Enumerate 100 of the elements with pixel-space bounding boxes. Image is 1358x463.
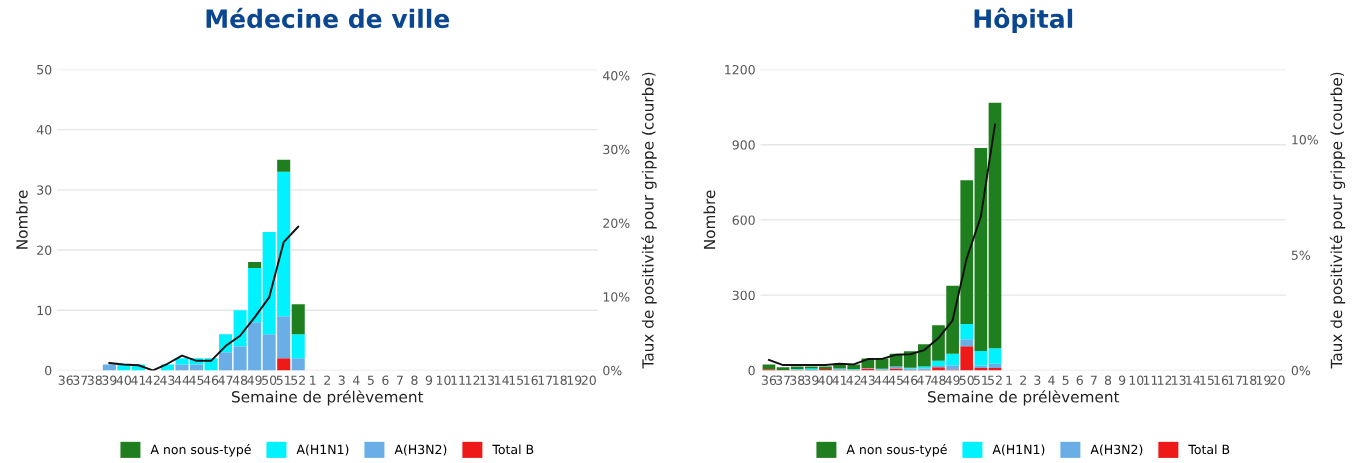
chart-title: Hôpital xyxy=(974,7,1073,33)
x-tick-label: 2 xyxy=(1020,375,1026,385)
y-axis-title: Nombre xyxy=(15,190,28,249)
x-tick-label: 3 xyxy=(1034,375,1041,385)
x-tick-label: 49 xyxy=(945,375,960,385)
y-tick-label: 20 xyxy=(37,245,52,255)
x-tick-label: 15 xyxy=(509,375,524,385)
x-tick-label: 43 xyxy=(860,375,875,385)
x-axis-title: Semaine de prélèvement xyxy=(927,390,1120,406)
y2-tick-label: 10% xyxy=(603,292,630,302)
x-tick-label: 17 xyxy=(538,375,553,385)
x-tick-label: 7 xyxy=(396,375,403,385)
x-tick-label: 5 xyxy=(367,375,374,385)
y-tick-label: 50 xyxy=(37,64,52,75)
y-tick-label: 0 xyxy=(748,365,755,376)
x-tick-label: 10 xyxy=(1129,375,1144,385)
y2-axis-title: Taux de positivité pour grippe (courbe) xyxy=(641,72,657,369)
x-tick-label: 7 xyxy=(1090,375,1097,385)
x-tick-label: 5 xyxy=(1062,375,1069,385)
y-tick-label: 0 xyxy=(45,365,52,376)
legend-label: A(H3N2) xyxy=(394,444,447,456)
legend-label: Total B xyxy=(492,444,534,455)
y-tick-label: 1200 xyxy=(725,64,755,75)
x-tick-label: 16 xyxy=(1214,375,1229,385)
chart-title: Médecine de ville xyxy=(206,7,450,29)
x-tick-label: 40 xyxy=(116,375,131,385)
legend-label: A(H1N1) xyxy=(992,444,1045,456)
y2-axis-title: Taux de positivité pour grippe (courbe) xyxy=(1329,72,1346,369)
y-tick-label: 30 xyxy=(37,185,52,195)
legend-label: Total B xyxy=(1188,444,1230,455)
x-tick-label: 48 xyxy=(232,375,248,385)
x-tick-label: 11 xyxy=(451,375,465,385)
x-tick-label: 9 xyxy=(425,375,433,385)
x-tick-label: 13 xyxy=(480,375,495,385)
x-tick-label: 4 xyxy=(352,375,360,385)
x-tick-label: 19 xyxy=(1256,375,1271,385)
x-tick-label: 43 xyxy=(160,375,175,385)
y2-tick-label: 0% xyxy=(603,365,622,376)
y-tick-label: 10 xyxy=(37,305,52,316)
x-tick-label: 20 xyxy=(581,375,596,385)
legend-label: A(H3N2) xyxy=(1090,444,1143,456)
y2-tick-label: 10% xyxy=(1292,135,1318,145)
x-tick-label: 18 xyxy=(1242,375,1257,385)
y2-tick-label: 30% xyxy=(603,144,630,155)
x-tick-label: 16 xyxy=(524,375,538,385)
x-tick-label: 48 xyxy=(931,375,946,385)
x-tick-label: 37 xyxy=(776,375,790,385)
x-tick-label: 1 xyxy=(310,375,316,385)
x-tick-label: 49 xyxy=(247,375,262,385)
y-axis-title: Nombre xyxy=(703,190,716,249)
x-tick-label: 41 xyxy=(131,375,146,385)
legend-label: A non sous-typé xyxy=(150,443,251,457)
y2-tick-label: 40% xyxy=(602,71,630,81)
x-tick-label: 1 xyxy=(1006,375,1012,385)
x-tick-label: 4 xyxy=(1048,375,1055,385)
y-tick-label: 900 xyxy=(732,140,755,150)
y-tick-label: 600 xyxy=(732,215,755,225)
x-tick-label: 39 xyxy=(804,375,819,385)
x-tick-label: 45 xyxy=(888,375,903,385)
x-tick-label: 38 xyxy=(790,375,805,385)
x-tick-label: 46 xyxy=(902,375,918,385)
x-tick-label: 40 xyxy=(818,375,833,385)
x-tick-label: 8 xyxy=(411,375,418,385)
x-tick-label: 42 xyxy=(846,375,861,385)
x-tick-label: 13 xyxy=(1172,375,1186,385)
x-tick-label: 2 xyxy=(324,375,330,385)
x-tick-label: 52 xyxy=(988,375,1002,385)
x-tick-label: 50 xyxy=(262,375,277,385)
x-tick-label: 17 xyxy=(1228,375,1243,385)
x-tick-label: 20 xyxy=(1270,375,1285,385)
x-tick-label: 6 xyxy=(1076,375,1083,385)
x-tick-label: 39 xyxy=(102,375,117,385)
x-tick-label: 44 xyxy=(174,375,190,385)
x-tick-label: 47 xyxy=(917,375,932,385)
x-tick-label: 45 xyxy=(189,375,204,385)
x-tick-label: 6 xyxy=(382,375,389,385)
x-tick-label: 36 xyxy=(761,375,777,385)
x-tick-label: 11 xyxy=(1143,375,1158,385)
legend-label: A non sous-typé xyxy=(846,443,947,457)
x-tick-label: 51 xyxy=(276,375,291,385)
x-tick-label: 46 xyxy=(203,375,219,385)
x-tick-label: 50 xyxy=(959,375,974,385)
x-tick-label: 10 xyxy=(436,375,451,385)
x-tick-label: 41 xyxy=(832,375,847,385)
x-tick-label: 9 xyxy=(1118,375,1126,385)
x-tick-label: 12 xyxy=(1157,375,1172,385)
x-tick-label: 14 xyxy=(495,375,509,385)
x-tick-label: 19 xyxy=(567,375,582,385)
y2-tick-label: 5% xyxy=(1291,250,1311,260)
x-tick-label: 3 xyxy=(338,375,345,385)
x-tick-label: 14 xyxy=(1186,375,1201,385)
y-tick-label: 40 xyxy=(36,125,52,135)
x-tick-label: 8 xyxy=(1104,375,1112,385)
x-axis-title: Semaine de prélèvement xyxy=(232,390,424,406)
x-tick-label: 18 xyxy=(553,375,567,385)
legend-label: A(H1N1) xyxy=(296,444,349,456)
y2-tick-label: 20% xyxy=(603,218,630,228)
x-tick-label: 38 xyxy=(87,375,102,385)
x-tick-label: 44 xyxy=(874,375,890,385)
y2-tick-label: 0% xyxy=(1291,365,1311,376)
